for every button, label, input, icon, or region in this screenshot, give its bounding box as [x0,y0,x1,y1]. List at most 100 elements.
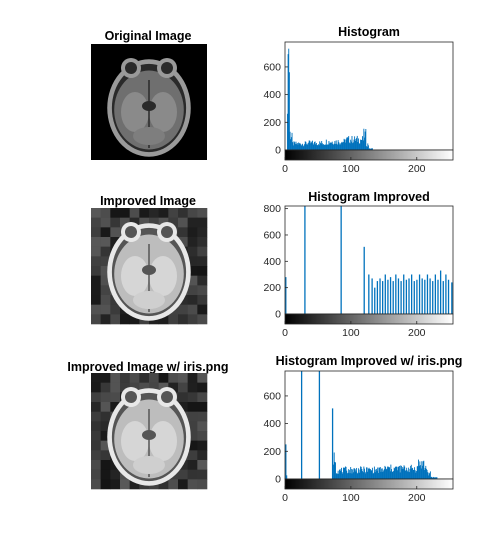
histogram-bar [356,473,358,479]
histogram-bar [350,469,352,479]
background-tile [197,256,208,267]
background-tile [187,227,198,238]
background-tile [120,217,130,228]
histogram-bar [339,143,341,150]
histogram-bar [301,144,303,150]
histogram-bar [327,144,329,150]
histogram-bar [354,469,356,479]
histogram-bar [367,471,369,479]
histogram-bar [333,143,335,150]
histogram-bar [318,145,320,150]
histogram-bar [371,278,373,314]
histogram-bar [400,281,402,314]
background-tile [91,285,101,296]
background-tile [110,314,121,325]
background-tile [100,237,111,247]
histogram-bar [371,148,373,150]
x-tick-label: 100 [342,492,360,504]
background-tile [197,411,208,422]
histogram-bar [320,143,322,150]
background-tile [91,479,101,490]
background-tile [197,479,208,490]
background-tile [91,469,101,480]
background-tile [91,227,101,238]
histogram-bar [432,477,434,479]
histogram-bar [377,472,379,479]
histogram-bar [420,465,421,479]
histogram-bar [362,136,363,150]
background-tile [110,392,121,403]
background-tile [197,285,208,296]
background-tile [100,285,111,296]
histogram-improved-iris-title: Histogram Improved w/ iris.png [276,354,463,368]
background-tile [168,208,179,218]
histogram-bar [304,206,306,314]
histogram-bar [349,143,351,150]
background-tile [197,421,208,432]
background-tile [91,275,101,286]
background-tile [91,392,101,403]
cerebellum-region [133,127,165,145]
background-tile [110,217,121,228]
background-tile [91,411,101,422]
background-tile [149,217,159,228]
histogram-bar [379,467,381,479]
histogram-bar [343,138,345,150]
background-tile [100,295,111,305]
histogram-bar [299,142,301,150]
left-eye [125,62,137,74]
plot-area [285,371,453,479]
background-tile [187,275,198,286]
histogram-bar [433,477,435,479]
histogram-bar [349,473,351,479]
histogram-bar [341,467,342,479]
histogram-bar [315,142,317,150]
histogram-bar [341,141,343,150]
histogram-bar [369,148,371,150]
histogram-bar [366,146,368,150]
histogram-bar [404,470,406,479]
histogram-bar [337,474,338,479]
histogram-bar [416,279,418,314]
histogram-bar [364,473,366,479]
background-tile [158,373,169,383]
histogram-bar [310,143,311,150]
histogram-bar [289,131,291,150]
background-tile [187,256,198,267]
histogram-bar [415,472,417,479]
background-tile [100,217,111,228]
histogram-bar [393,471,394,479]
histogram-bar [327,144,329,150]
y-tick-label: 0 [275,309,281,321]
histogram-bar [361,469,363,479]
histogram-bar [359,469,361,479]
y-tick-label: 600 [263,390,281,402]
histogram-bar [408,467,410,479]
x-tick-label: 100 [342,163,360,175]
histogram-bar [382,471,384,479]
left-eye [125,391,137,403]
histogram-bar [335,143,336,150]
background-tile [158,314,169,325]
histogram-bar [373,472,375,479]
ventricle [142,101,156,111]
histogram-chart: 0 200 400 600 0 100 200 [263,41,454,175]
y-tick-label: 200 [263,282,281,294]
improved-iris-brain-image [91,373,208,490]
histogram-bar [383,469,385,479]
histogram-bar [353,468,355,479]
histogram-bar [354,140,356,150]
histogram-bar [388,467,390,479]
histogram-bar [368,274,370,314]
histogram-bar [313,144,315,150]
histogram-bar [398,466,400,479]
histogram-bar [338,142,340,150]
histogram-bar [422,465,423,479]
background-tile [197,431,208,441]
background-tile [91,382,101,393]
background-tile [91,237,101,247]
histogram-bar [346,137,348,150]
histogram-bar [350,467,352,479]
histogram-bar [429,473,431,479]
